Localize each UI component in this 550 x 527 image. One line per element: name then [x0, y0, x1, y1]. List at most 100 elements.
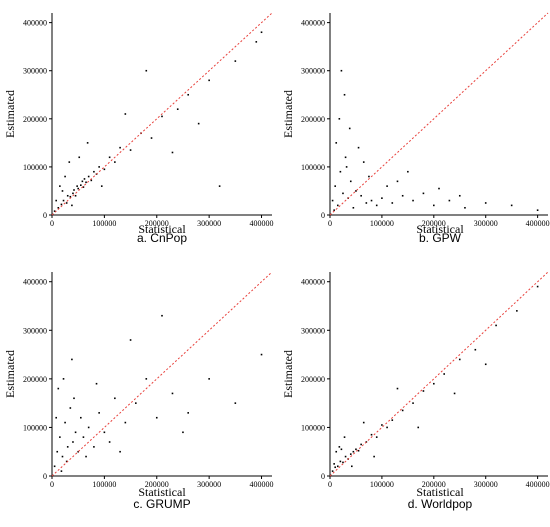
- scatter-point: [333, 209, 335, 211]
- scatter-point: [57, 206, 60, 209]
- scatter-point: [362, 161, 365, 163]
- scatter-point: [62, 199, 65, 202]
- scatter-point: [344, 156, 347, 159]
- y-tick-label: 0: [321, 472, 325, 481]
- panel-caption: c. GRUMP: [133, 497, 190, 511]
- scatter-point: [98, 412, 100, 414]
- scatter-point: [375, 436, 378, 438]
- scatter-point: [64, 175, 66, 178]
- scatter-point: [74, 194, 77, 197]
- x-tick-label: 200000: [422, 219, 446, 228]
- scatter-point: [351, 465, 353, 468]
- scatter-point: [61, 190, 64, 192]
- scatter-point: [66, 194, 69, 197]
- scatter-point: [401, 409, 404, 412]
- scatter-point: [396, 387, 399, 390]
- scatter-point: [339, 170, 342, 173]
- scatter-point: [82, 186, 85, 188]
- scatter-point: [438, 187, 440, 190]
- scatter-point: [339, 460, 342, 463]
- scatter-point: [381, 424, 383, 426]
- x-axis-label: Statistical: [416, 222, 464, 236]
- scatter-point: [187, 93, 189, 96]
- scatter-point: [71, 204, 73, 207]
- scatter-point: [135, 402, 137, 404]
- scatter-point: [495, 324, 497, 327]
- x-axis-label: Statistical: [416, 485, 464, 499]
- scatter-point: [145, 69, 148, 72]
- scatter-point: [355, 448, 357, 451]
- scatter-point: [62, 378, 65, 380]
- scatter-point: [66, 446, 69, 448]
- x-tick-label: 100000: [370, 480, 394, 489]
- scatter-point: [119, 450, 121, 453]
- scatter-point: [81, 180, 84, 183]
- scatter-point: [344, 455, 347, 458]
- scatter-point: [176, 108, 179, 110]
- scatter-point: [340, 448, 343, 451]
- scatter-point: [65, 460, 68, 463]
- scatter-point: [335, 142, 338, 144]
- scatter-point: [103, 168, 106, 171]
- scatter-point: [78, 156, 81, 159]
- scatter-point: [124, 113, 127, 115]
- x-tick-label: 200000: [145, 480, 169, 489]
- scatter-point: [64, 421, 66, 424]
- scatter-point: [100, 185, 103, 187]
- scatter-point: [396, 180, 399, 183]
- scatter-point: [474, 348, 477, 351]
- scatter-point: [355, 190, 357, 192]
- scatter-point: [55, 416, 57, 419]
- y-axis-label: Estimated: [3, 90, 17, 138]
- scatter-point: [61, 455, 64, 458]
- scatter-point: [391, 419, 394, 421]
- x-tick-label: 300000: [474, 480, 498, 489]
- x-tick-label: 100000: [92, 219, 116, 228]
- x-tick-label: 0: [50, 219, 54, 228]
- scatter-panel-4: 0 100000 200000 300000 400000 0 100000 200000 30…: [281, 271, 550, 511]
- scatter-point: [448, 199, 451, 202]
- y-tick-label: 100000: [301, 423, 325, 432]
- x-tick-label: 400000: [250, 219, 274, 228]
- scatter-point: [516, 310, 518, 312]
- scatter-point: [536, 209, 539, 211]
- y-tick-label: 0: [43, 472, 47, 481]
- scatter-point: [59, 185, 61, 187]
- scatter-point: [333, 463, 335, 465]
- scatter-point: [77, 450, 79, 453]
- scatter-panel-1: 0 100000 200000 300000 400000 0 100000 200000 30…: [3, 12, 274, 245]
- y-tick-label: 100000: [23, 423, 47, 432]
- scatter-point: [197, 122, 200, 125]
- scatter-point: [342, 192, 344, 195]
- x-tick-label: 100000: [92, 480, 116, 489]
- scatter-point: [338, 446, 341, 448]
- scatter-point: [260, 353, 263, 356]
- scatter-point: [55, 199, 57, 202]
- x-tick-label: 200000: [422, 480, 446, 489]
- scatter-point: [345, 166, 348, 168]
- scatter-point: [82, 436, 85, 438]
- scatter-point: [370, 199, 373, 202]
- scatter-point: [119, 146, 121, 149]
- x-axis-label: Statistical: [138, 222, 186, 236]
- scatter-point: [368, 175, 370, 178]
- scatter-point: [60, 203, 63, 206]
- scatter-point: [155, 416, 158, 419]
- scatter-point: [73, 397, 75, 400]
- scatter-point: [484, 363, 487, 366]
- x-tick-label: 0: [50, 480, 54, 489]
- scatter-point: [422, 390, 425, 392]
- scatter-point: [56, 450, 59, 453]
- scatter-point: [57, 387, 60, 390]
- y-tick-label: 400000: [301, 278, 325, 287]
- y-tick-label: 400000: [23, 19, 47, 28]
- reference-line: [51, 12, 273, 216]
- y-axis-label: Estimated: [281, 90, 295, 138]
- y-tick-label: 0: [43, 211, 47, 220]
- y-tick-label: 400000: [301, 19, 325, 28]
- y-tick-label: 300000: [23, 67, 47, 76]
- scatter-point: [83, 178, 86, 180]
- x-tick-label: 400000: [250, 480, 274, 489]
- scatter-point: [357, 449, 360, 452]
